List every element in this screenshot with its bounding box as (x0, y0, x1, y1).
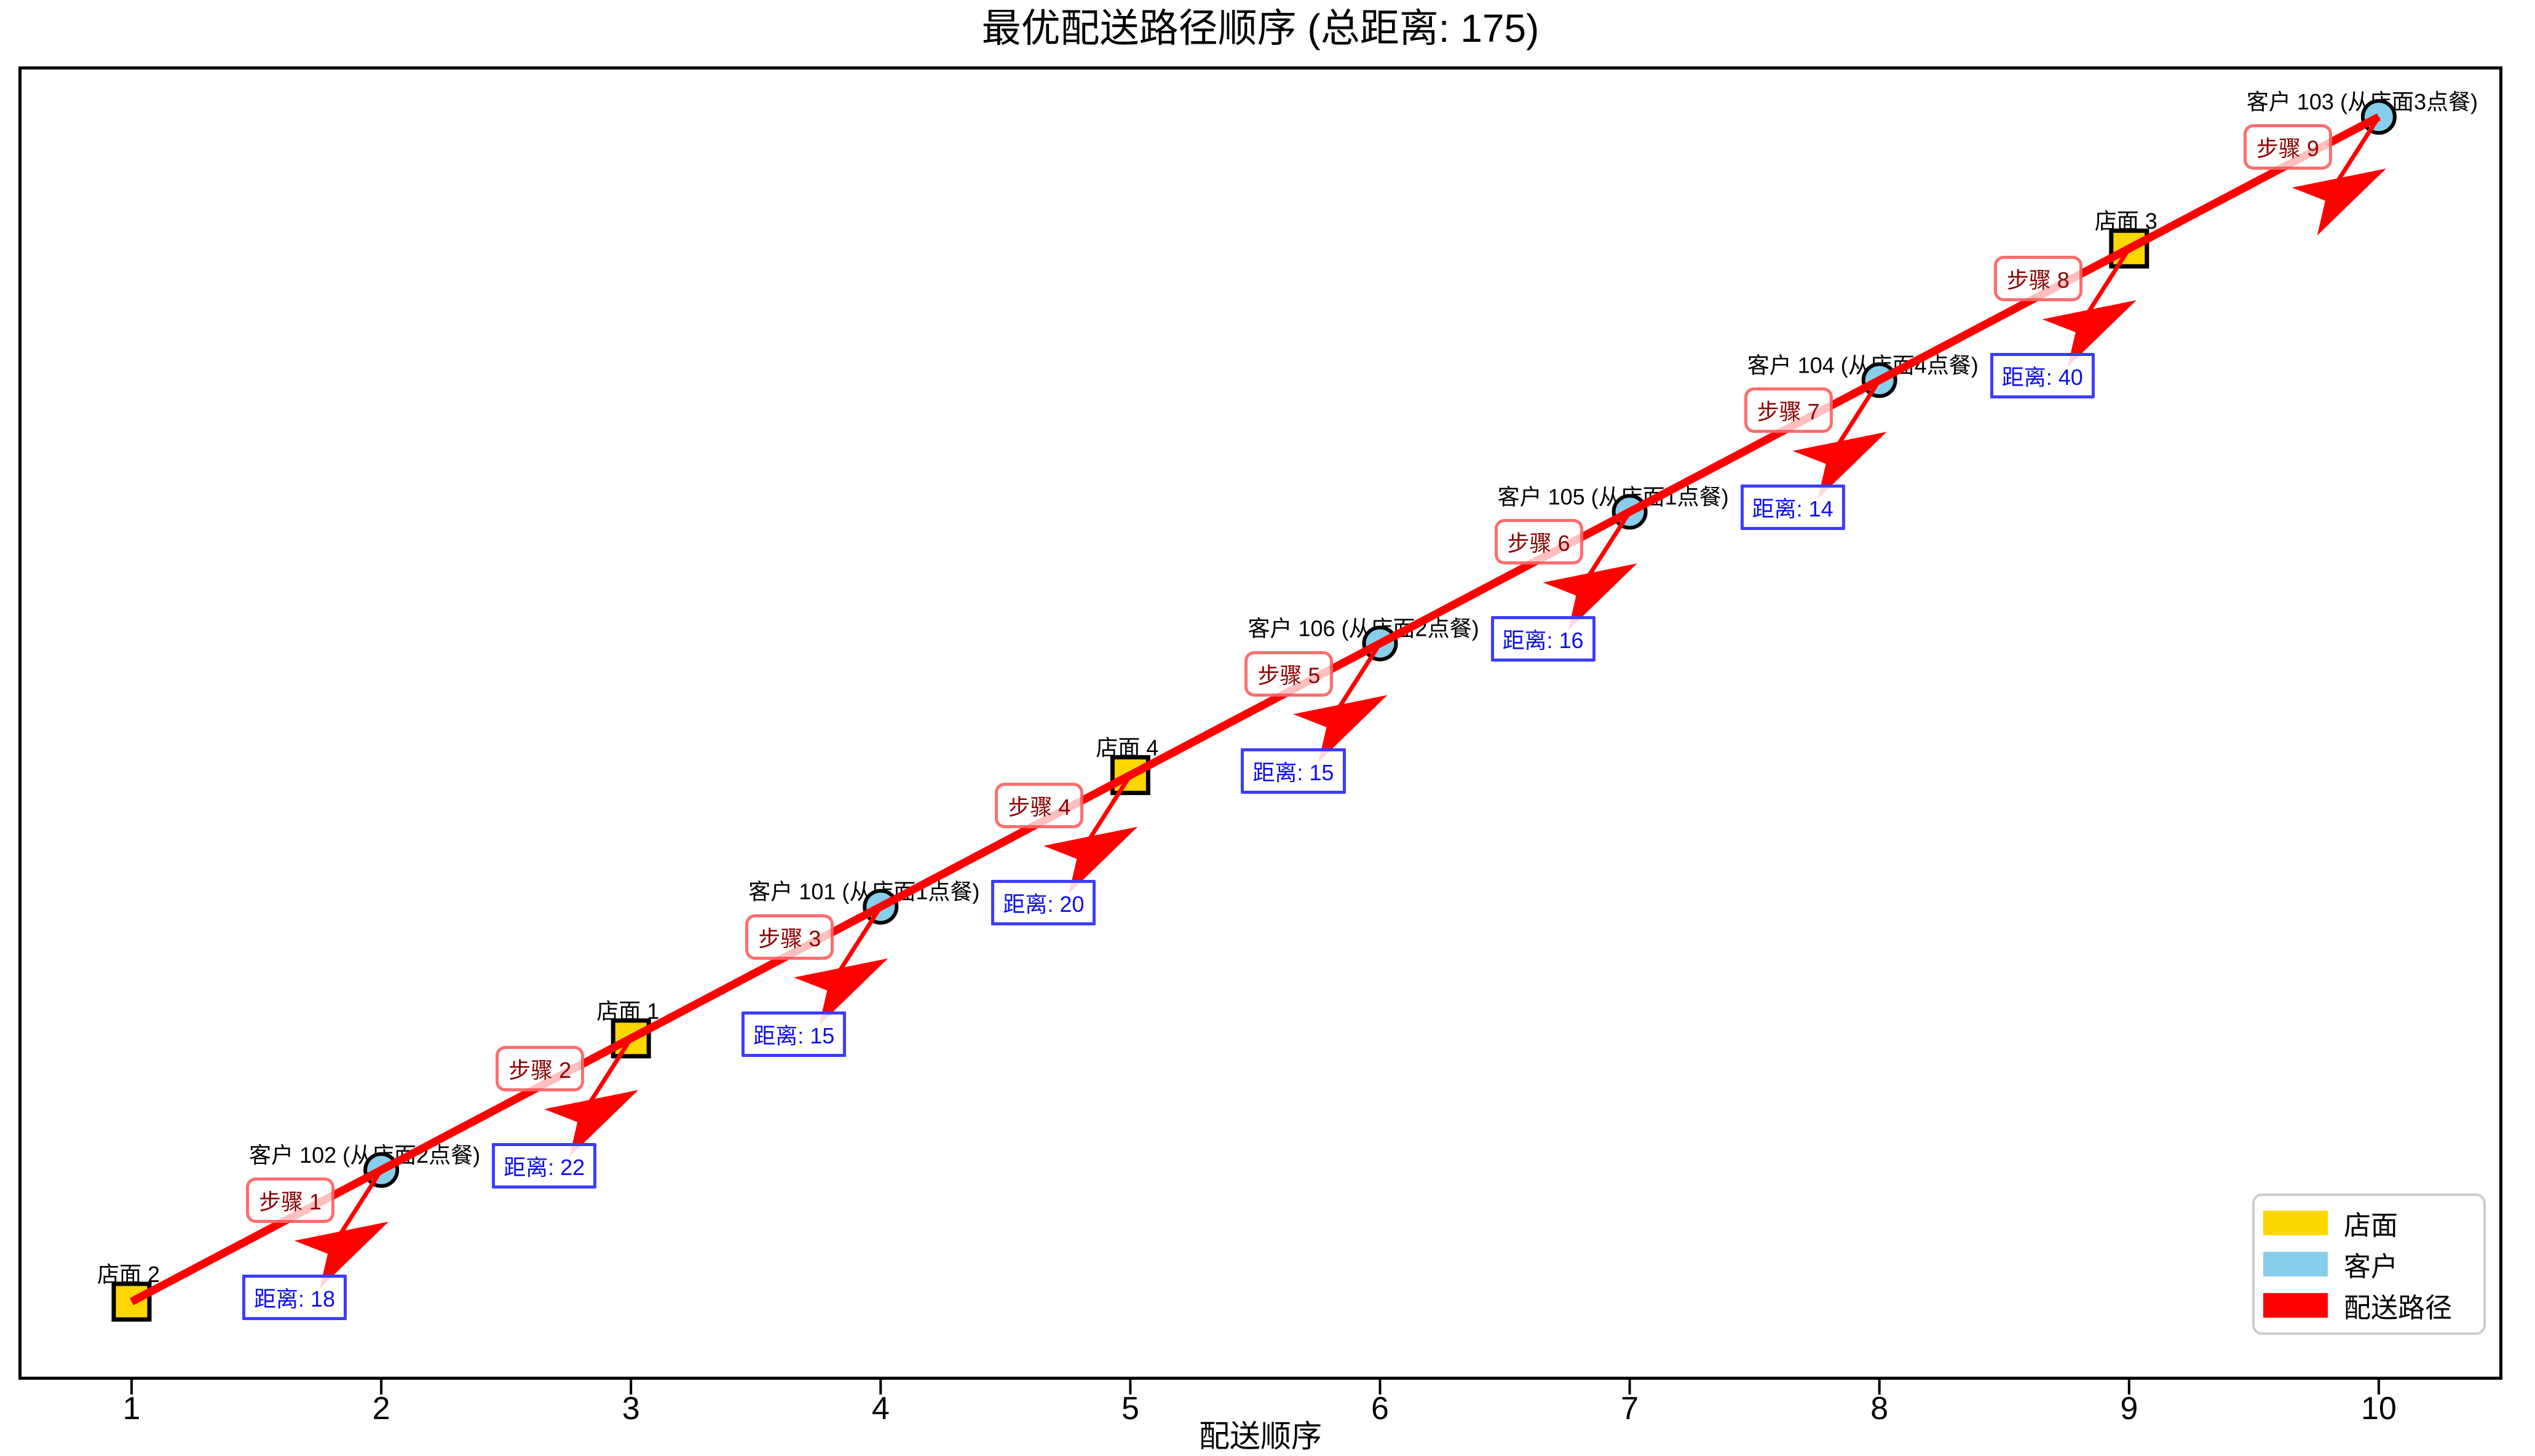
step-badge: 步骤 6 (1494, 519, 1583, 565)
plot-area-border (18, 66, 2502, 1380)
step-badge: 步骤 8 (1993, 256, 2082, 302)
step-badge: 步骤 1 (246, 1177, 335, 1223)
distance-badge: 距离: 22 (492, 1142, 597, 1189)
customer-swatch (2263, 1251, 2328, 1276)
step-badge: 步骤 9 (2243, 124, 2332, 170)
x-tick-label: 8 (1870, 1391, 1888, 1426)
distance-badge: 距离: 15 (742, 1011, 847, 1057)
legend-item-store: 店面 (2263, 1203, 2475, 1243)
arrow-head (2292, 168, 2386, 235)
distance-badge: 距离: 14 (1740, 485, 1845, 531)
step-badge: 步骤 5 (1244, 651, 1334, 697)
arrow-head (1543, 563, 1637, 631)
arrow-head (294, 1221, 389, 1289)
x-tick-label: 5 (1121, 1391, 1139, 1426)
x-tick-label: 3 (622, 1391, 640, 1426)
x-tick-label: 7 (1621, 1391, 1639, 1426)
node-label: 客户 104 (从店面4点餐) (1747, 352, 1979, 378)
arrow-head (1043, 826, 1138, 894)
node-label: 客户 101 (从店面1点餐) (748, 879, 979, 904)
store-marker (111, 1281, 152, 1322)
node-label: 客户 102 (从店面2点餐) (249, 1142, 480, 1168)
distance-badge: 距离: 15 (1241, 748, 1346, 794)
distance-badge: 距离: 16 (1490, 616, 1596, 662)
legend-label-customer: 客户 (2344, 1251, 2398, 1282)
arrow-head (1792, 432, 1887, 499)
legend-label-store: 店面 (2344, 1210, 2398, 1241)
node-label: 客户 105 (从店面1点餐) (1498, 484, 1729, 509)
step-badge: 步骤 3 (745, 914, 834, 960)
step-badge: 步骤 2 (496, 1045, 585, 1091)
x-axis-label: 配送顺序 (1199, 1419, 1322, 1454)
x-tick-label: 2 (373, 1391, 390, 1426)
chart-title: 最优配送路径顺序 (总距离: 175) (981, 6, 1540, 50)
store-swatch (2263, 1210, 2328, 1235)
arrow-head (1293, 695, 1388, 762)
arrow-head (794, 958, 888, 1026)
route-line (129, 113, 2381, 1305)
legend: 店面 客户 配送路径 (2252, 1193, 2486, 1335)
arrow-head (544, 1090, 639, 1157)
x-tick-label: 1 (123, 1391, 141, 1426)
legend-item-route: 配送路径 (2263, 1286, 2475, 1325)
legend-item-customer: 客户 (2263, 1244, 2475, 1284)
legend-label-route: 配送路径 (2344, 1293, 2452, 1324)
distance-badge: 距离: 18 (242, 1274, 347, 1320)
x-tick-label: 6 (1371, 1391, 1389, 1426)
arrow-head (2042, 300, 2137, 368)
x-tick-label: 9 (2120, 1391, 2138, 1426)
node-label: 客户 106 (从店面2点餐) (1248, 616, 1479, 641)
x-tick-label: 10 (2361, 1391, 2397, 1426)
x-tick-label: 4 (872, 1391, 890, 1426)
route-swatch (2263, 1293, 2328, 1318)
step-badge: 步骤 4 (995, 782, 1084, 828)
distance-badge: 距离: 40 (1990, 353, 2095, 399)
node-label: 客户 103 (从店面3点餐) (2247, 89, 2478, 114)
distance-badge: 距离: 20 (991, 879, 1096, 925)
step-badge: 步骤 7 (1744, 387, 1833, 433)
